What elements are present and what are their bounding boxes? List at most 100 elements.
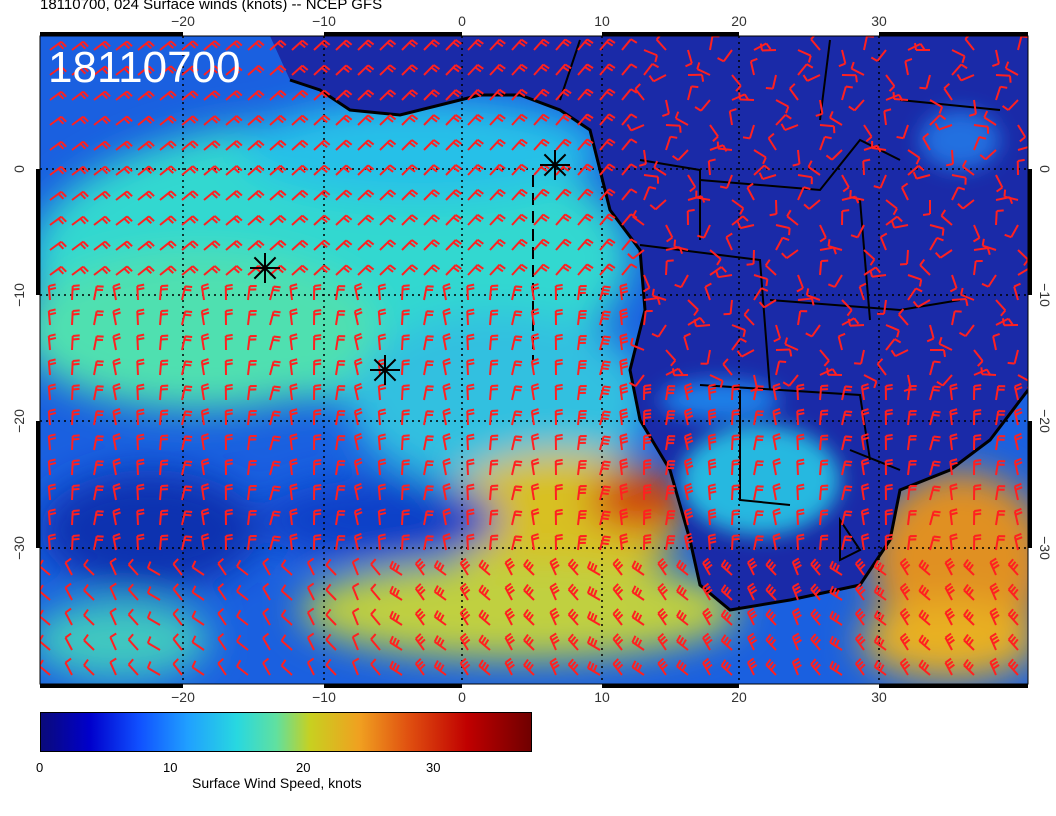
wind-barb	[918, 584, 931, 601]
wind-barb	[554, 333, 563, 351]
wind-barb	[401, 89, 419, 101]
wind-barb	[753, 274, 769, 287]
wind-barb	[989, 582, 1000, 601]
wind-barb	[876, 358, 887, 376]
wind-barb	[200, 458, 210, 476]
wind-barb	[826, 367, 843, 376]
wind-barb	[599, 188, 616, 201]
wind-barb	[511, 38, 528, 51]
wind-barb	[873, 560, 887, 576]
wind-barb	[775, 236, 790, 251]
wind-barb	[819, 409, 829, 426]
wind-barb	[907, 509, 917, 526]
wind-barb	[797, 174, 813, 185]
wind-barb	[619, 483, 629, 501]
wind-barb	[577, 384, 587, 401]
wind-barb	[827, 274, 843, 288]
wind-barb	[884, 483, 893, 501]
wind-barb	[136, 283, 145, 301]
wind-barb	[533, 113, 550, 126]
wind-barb	[791, 582, 802, 601]
wind-barb	[445, 264, 462, 276]
wind-barb	[819, 124, 836, 134]
wind-barb	[651, 324, 667, 338]
wind-barb	[586, 586, 601, 601]
wind-barb	[64, 607, 73, 626]
wind-barb	[549, 607, 560, 626]
wind-barb	[810, 583, 821, 601]
wind-barb	[489, 534, 499, 551]
wind-barb	[973, 434, 982, 451]
wind-barb	[423, 214, 441, 226]
wind-barb	[136, 533, 145, 551]
wind-barb	[423, 385, 434, 401]
wind-barb	[466, 433, 475, 451]
wind-barb	[973, 247, 991, 256]
wind-barb	[949, 408, 958, 426]
wind-barb	[530, 533, 540, 551]
wind-barb	[203, 140, 221, 151]
wind-barb	[335, 39, 353, 51]
wind-barb	[554, 308, 563, 326]
wind-barb	[313, 309, 322, 326]
wind-barb	[159, 384, 169, 401]
wind-barb	[533, 188, 550, 201]
wind-barb	[796, 433, 805, 451]
wind-barb	[313, 459, 322, 476]
wind-barb	[379, 264, 397, 276]
wind-barb	[1002, 99, 1019, 111]
wind-barb	[181, 310, 193, 326]
wind-barb	[71, 265, 89, 276]
wind-barb	[549, 657, 560, 676]
wind-barb	[181, 240, 199, 251]
wind-barb	[555, 263, 572, 276]
wind-barb	[442, 283, 451, 301]
wind-barb	[653, 160, 667, 176]
wind-barb	[224, 458, 233, 476]
wind-barb	[93, 410, 104, 426]
wind-barb	[370, 608, 381, 626]
wind-barb	[353, 282, 363, 301]
wind-barb	[353, 532, 363, 551]
wind-barb	[467, 188, 484, 201]
wind-barb	[819, 135, 832, 151]
wind-barb	[810, 633, 821, 651]
wind-barb	[973, 509, 982, 526]
colorbar-tick: 20	[296, 760, 311, 775]
wind-barb	[989, 557, 1000, 576]
wind-barb	[401, 64, 419, 76]
wind-barb	[731, 484, 740, 501]
wind-barb	[115, 40, 133, 51]
wind-barb	[401, 284, 410, 301]
map-frame	[39, 35, 1029, 685]
wind-barb	[577, 409, 587, 426]
lon-ticks-bottom: −20 −10 0 10 20 30	[171, 689, 887, 705]
wind-barb	[40, 559, 51, 576]
wind-barb	[907, 409, 917, 426]
wind-barb	[619, 408, 629, 426]
wind-barb	[377, 433, 387, 451]
wind-barb	[137, 40, 155, 51]
wind-barb	[555, 113, 572, 126]
wind-barb	[225, 190, 243, 201]
colorbar-tick: 30	[426, 760, 441, 775]
wind-barb	[577, 263, 594, 276]
wind-barb	[765, 658, 777, 676]
wind-barb	[599, 410, 611, 426]
wind-barb	[172, 583, 183, 601]
wind-barb	[64, 557, 73, 576]
wind-barb	[709, 374, 724, 388]
wind-barb	[93, 115, 111, 126]
wind-barb	[224, 383, 233, 401]
wind-barb	[918, 609, 931, 626]
wind-barb	[335, 410, 346, 426]
wind-barb	[643, 484, 652, 501]
wind-barb	[181, 535, 193, 551]
wind-barb	[914, 42, 930, 51]
wind-barb	[612, 658, 624, 676]
wind-barb	[112, 533, 121, 551]
wind-barb	[631, 610, 645, 626]
wind-barb	[49, 190, 67, 201]
wind-barb	[200, 483, 210, 501]
lon-tick-label: 10	[594, 13, 610, 29]
